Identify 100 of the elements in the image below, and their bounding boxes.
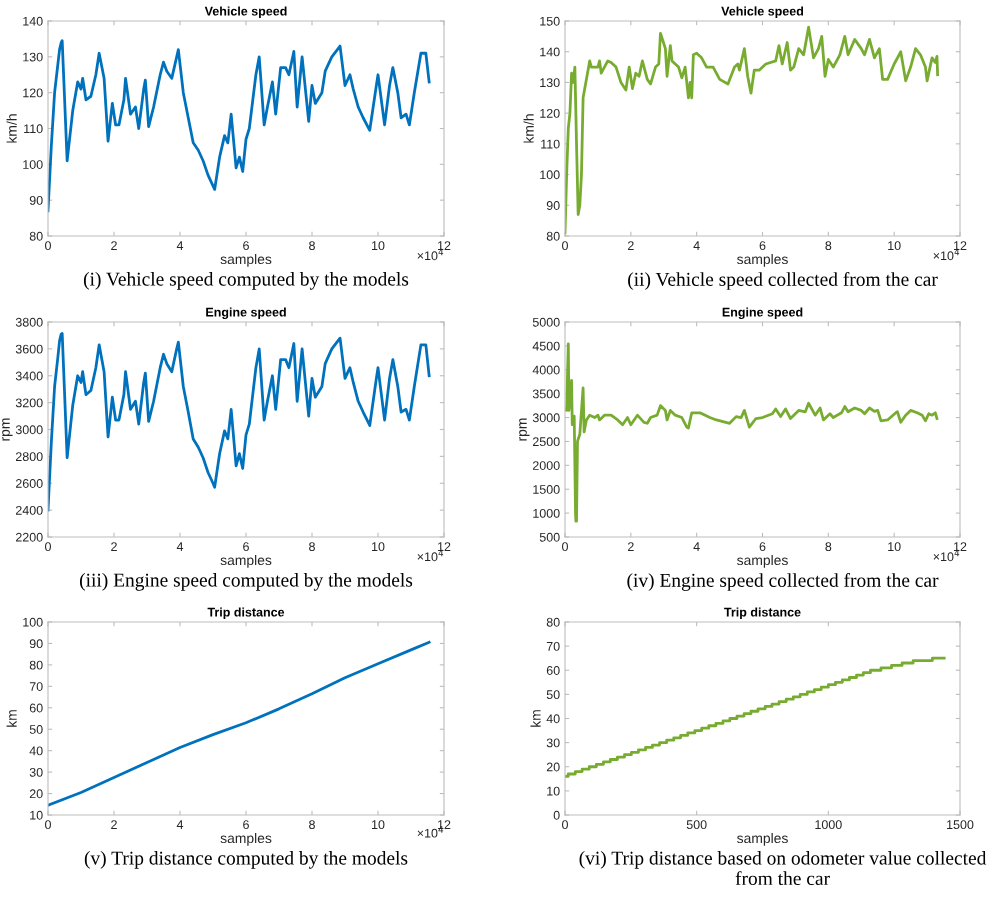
chart-title: Trip distance: [207, 607, 285, 620]
x-tick-label: 0: [45, 241, 51, 251]
y-tick-label: 2600: [15, 479, 43, 488]
y-tick-label: 110: [541, 139, 560, 149]
x-tick-label: 1500: [947, 820, 974, 830]
text: (vi) Trip distance based on odometer value collected from the car: [579, 851, 987, 886]
x-tick-label: 12: [954, 542, 967, 551]
y-tick-label: 500: [539, 532, 560, 542]
y-tick-label: 80: [546, 231, 560, 241]
x-axis-title: samples: [737, 832, 788, 846]
text: (v) Trip distance computed by the models: [84, 851, 408, 869]
y-tick-label: 3000: [532, 413, 560, 423]
x-tick-label: 8: [309, 241, 315, 251]
text: (ii) Vehicle speed collected from the car: [628, 272, 938, 290]
y-tick-label: 90: [29, 639, 43, 649]
y-tick-label: 90: [546, 201, 560, 210]
y-tick-label: 140: [23, 16, 43, 26]
y-tick-label: 110: [24, 124, 43, 134]
x-tick-label: 0: [45, 820, 51, 830]
y-tick-label: 20: [29, 789, 43, 799]
y-tick-label: 4000: [532, 365, 560, 375]
x-tick-label: 12: [438, 241, 451, 250]
x-tick-label: 0: [562, 820, 568, 830]
y-tick-label: 10: [30, 810, 43, 820]
x-tick-label: 8: [825, 241, 832, 251]
x-tick-label: 4: [176, 542, 184, 551]
text: (iv) Engine speed collected from the car: [627, 573, 939, 591]
y-tick-label: 100: [540, 170, 560, 180]
x-tick-label: 2: [111, 241, 117, 250]
y-tick-label: 70: [29, 682, 43, 691]
x-tick-label: 4: [693, 542, 700, 551]
x-axis-title: samples: [737, 253, 788, 267]
y-axis-title: km: [6, 710, 17, 727]
chart-title: Vehicle speed: [721, 6, 804, 19]
y-tick-label: 150: [540, 16, 560, 26]
y-axis-title: rpm: [519, 418, 530, 441]
y-tick-label: 120: [23, 88, 43, 98]
y-tick-label: 5000: [532, 317, 560, 327]
y-tick-label: 80: [29, 660, 43, 670]
x-tick-label: 10: [888, 241, 901, 251]
y-tick-label: 3200: [15, 398, 43, 408]
y-tick-label: 1000: [533, 508, 560, 518]
y-tick-label: 2200: [15, 532, 43, 542]
y-tick-label: 3800: [15, 317, 43, 327]
y-tick-label: 100: [23, 160, 43, 169]
y-tick-label: 0: [553, 810, 560, 820]
x-tick-label: 8: [309, 820, 315, 830]
x-tick-label: 12: [954, 241, 967, 250]
x-axis-title: samples: [737, 554, 788, 568]
y-tick-label: 1500: [533, 485, 560, 494]
x-axis-title: samples: [220, 253, 272, 267]
x-tick-label: 6: [759, 542, 766, 552]
text: (i) Vehicle speed computed by the models: [83, 272, 409, 290]
x-tick-label: 6: [759, 241, 766, 251]
y-tick-label: 3400: [15, 371, 43, 381]
y-tick-label: 20: [546, 762, 560, 772]
y-axis-title: km: [530, 710, 541, 727]
x-tick-label: 2: [627, 542, 634, 551]
text: (iii) Engine speed computed by the models: [79, 573, 413, 591]
y-tick-label: 130: [540, 78, 560, 88]
x-tick-label: 10: [372, 241, 385, 251]
y-tick-label: 2000: [532, 461, 560, 470]
y-tick-label: 2400: [15, 505, 43, 515]
y-tick-label: 90: [29, 195, 43, 205]
x-tick-label: 10: [372, 542, 385, 552]
x-tick-label: 8: [825, 542, 832, 552]
chart-title: Trip distance: [724, 607, 801, 620]
y-tick-label: 130: [23, 52, 43, 62]
y-tick-label: 50: [29, 725, 43, 734]
y-tick-label: 80: [29, 231, 43, 241]
y-tick-label: 3600: [15, 344, 43, 354]
y-tick-label: 70: [546, 641, 560, 651]
y-tick-label: 40: [29, 746, 43, 756]
y-tick-label: 140: [540, 47, 560, 57]
x-tick-label: 0: [562, 542, 568, 552]
y-axis-title: km/h: [523, 114, 534, 143]
x-tick-label: 4: [176, 820, 184, 829]
x-tick-label: 6: [243, 241, 249, 251]
y-tick-label: 2500: [532, 437, 560, 447]
x-tick-label: 2: [627, 241, 634, 250]
y-tick-label: 10: [547, 786, 560, 796]
x-axis-title: samples: [220, 554, 272, 568]
y-tick-label: 80: [546, 617, 560, 627]
y-axis-title: km/h: [6, 114, 17, 143]
x-axis-title: samples: [220, 832, 272, 846]
x-tick-label: 4: [693, 241, 700, 250]
chart-title: Vehicle speed: [204, 6, 287, 19]
x-tick-label: 8: [309, 542, 315, 552]
y-tick-label: 4500: [532, 341, 560, 351]
x-tick-label: 0: [562, 241, 568, 251]
chart-title: Engine speed: [722, 307, 803, 320]
x-tick-label: 4: [176, 241, 184, 250]
x-tick-label: 10: [372, 820, 385, 830]
y-tick-label: 50: [546, 690, 560, 700]
y-tick-label: 100: [23, 617, 43, 627]
y-tick-label: 30: [546, 738, 560, 748]
x-tick-label: 6: [243, 542, 249, 552]
x-tick-label: 0: [45, 542, 51, 552]
x-tick-label: 2: [111, 820, 117, 829]
y-axis-title: rpm: [2, 418, 13, 441]
